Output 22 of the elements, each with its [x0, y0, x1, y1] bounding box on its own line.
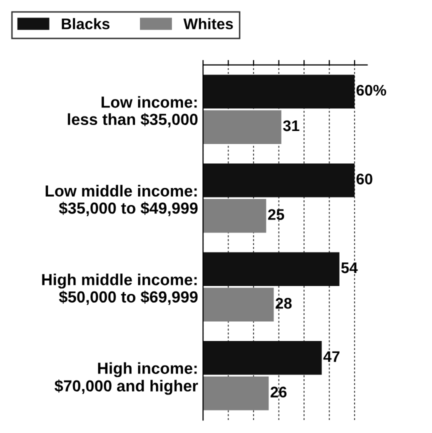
data-label: 25 — [268, 209, 284, 220]
bar — [203, 110, 282, 144]
data-label: 47 — [323, 351, 340, 362]
y-tick-label: High income: $70,000 and higher — [54, 362, 198, 395]
bar — [203, 252, 340, 286]
y-tick-label: Low middle income: $35,000 to $49,999 — [46, 184, 198, 216]
bar — [203, 341, 322, 375]
data-label: 60% — [356, 84, 386, 96]
bar — [203, 376, 269, 410]
y-tick-label: High middle income: $50,000 to $69,999 — [42, 274, 198, 305]
legend-label: Blacks — [62, 18, 110, 30]
y-tick-label: Low income: less than $35,000 — [68, 96, 198, 128]
bar — [203, 288, 274, 322]
data-label: 54 — [341, 262, 358, 274]
data-label: 31 — [283, 120, 300, 132]
data-label: 60 — [356, 174, 372, 184]
bar — [203, 163, 355, 198]
bar — [203, 198, 266, 233]
data-label: 26 — [270, 386, 287, 398]
bar — [203, 74, 355, 108]
data-label: 28 — [276, 298, 292, 309]
legend-label: Whites — [183, 18, 233, 30]
